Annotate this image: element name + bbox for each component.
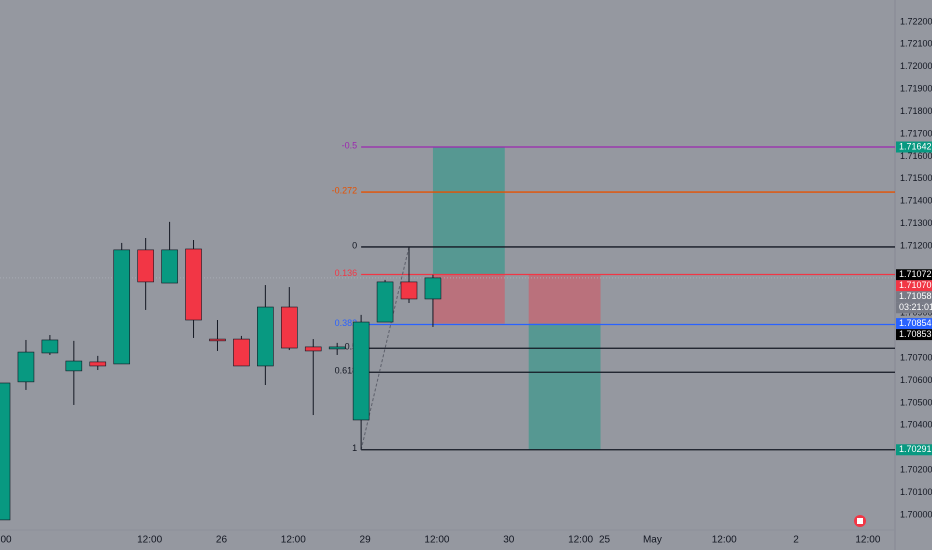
y-tick-label: 1.70700 [900,352,932,362]
candle-body [328,346,346,350]
y-tick-label: 1.71400 [900,196,932,206]
y-tick-label: 1.70400 [900,420,932,430]
countdown-label: 03:21:01 [899,302,932,312]
y-tick-label: 1.70500 [900,397,932,407]
x-tick-label: 12:00 [281,535,306,546]
candle-body [376,281,394,323]
x-tick-label: 00 [0,535,12,546]
y-tick-label: 1.71500 [900,173,932,183]
y-tick-label: 1.71300 [900,218,932,228]
target-zone [528,323,601,450]
x-tick-label: 12:00 [137,535,162,546]
stop-zone [528,274,601,324]
flag-inner[interactable] [857,518,863,524]
price-tag-label: 1.71070 [899,280,932,290]
y-tick-label: 1.71600 [900,151,932,161]
target-zone [432,147,505,275]
price-tag [896,141,932,153]
price-tag [896,280,932,292]
x-tick-label: 29 [360,535,372,546]
candle-body [352,321,370,421]
price-tag [896,318,932,330]
y-tick-label: 1.70200 [900,465,932,475]
candle-body [424,277,442,300]
x-tick-label: 12:00 [712,535,737,546]
fib-level-label: 1 [352,443,357,453]
candle-body [65,360,83,372]
candle-body [17,351,35,383]
candle-body [41,339,59,354]
price-tag-label: 1.71058 [899,291,932,301]
fib-level-label: -0.272 [332,185,358,195]
x-tick-label: 2 [793,535,799,546]
y-tick-label: 1.70600 [900,375,932,385]
candle-body [304,346,322,352]
fib-level-label: -0.5 [342,140,358,150]
candle-body [233,338,250,367]
x-tick-label: 12:00 [855,535,880,546]
price-tag-label: 1.70854 [899,318,932,328]
y-tick-label: 1.72200 [900,16,932,26]
candle-body [0,382,11,521]
price-tag-label: 1.71072 [899,269,932,279]
y-tick-label: 1.70100 [900,487,932,497]
candle-body [113,249,131,365]
x-tick-label: 12:00 [424,535,449,546]
fib-level-label: 0.136 [335,268,358,278]
x-tick-label: 30 [503,535,515,546]
fib-level-label: 0.382 [335,318,358,328]
candle-body [400,281,418,300]
candle-body [209,338,226,342]
y-tick-label: 1.71900 [900,84,932,94]
price-tag [896,291,932,303]
y-tick-label: 1.72100 [900,39,932,49]
y-tick-label: 1.71700 [900,128,932,138]
stop-zone [432,274,505,324]
price-tag [896,329,932,341]
price-tag [896,444,932,456]
price-tag-label: 1.70291 [899,444,932,454]
y-tick-label: 1.71200 [900,240,932,250]
price-tag-label: 1.71642 [899,141,932,151]
candle-body [137,249,154,283]
y-tick-label: 1.71800 [900,106,932,116]
fib-level-label: 0 [352,240,357,250]
x-tick-label: 26 [216,535,228,546]
x-tick-label: May [643,535,662,546]
y-tick-label: 1.72000 [900,61,932,71]
fib-level-label: 0.618 [335,366,358,376]
flag-icon[interactable] [854,515,866,527]
countdown-tag [896,302,932,314]
candle-body [161,249,178,284]
candle-body [89,361,107,367]
x-tick-label: 12:00 [568,535,593,546]
price-tag [896,269,932,281]
candle-body [280,306,298,349]
y-tick-label: 1.70000 [900,509,932,519]
fib-level-label: 0.5 [345,342,358,352]
candle-body [185,248,202,321]
x-tick-label: 25 [599,535,611,546]
price-tag-label: 1.70853 [899,329,932,339]
candle-body [257,306,274,367]
